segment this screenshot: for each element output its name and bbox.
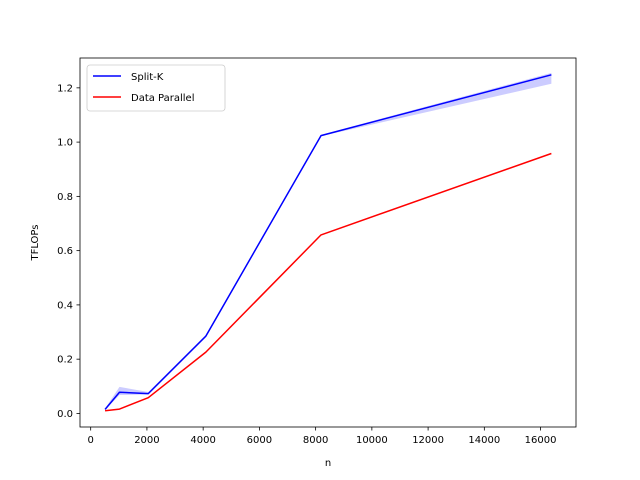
y-tick-label: 0.6 bbox=[57, 246, 73, 257]
x-axis-label: n bbox=[325, 458, 331, 469]
legend-label: Split-K bbox=[131, 72, 164, 83]
x-tick-label: 0 bbox=[87, 435, 93, 446]
legend-label: Data Parallel bbox=[131, 93, 195, 104]
plot-frame bbox=[79, 57, 577, 428]
legend-box bbox=[86, 64, 226, 112]
y-tick-label: 1.2 bbox=[57, 83, 73, 94]
y-axis-label: TFLOPs bbox=[30, 224, 41, 261]
y-axis: 0.0 0.2 0.4 0.6 0.8 1.0 1.2 bbox=[57, 83, 80, 420]
y-tick-label: 0.8 bbox=[57, 192, 73, 203]
x-tick-label: 6000 bbox=[247, 435, 272, 446]
x-tick-label: 4000 bbox=[190, 435, 215, 446]
x-tick-label: 8000 bbox=[303, 435, 328, 446]
x-tick-label: 12000 bbox=[412, 435, 444, 446]
y-tick-label: 1.0 bbox=[57, 138, 73, 149]
x-tick-label: 16000 bbox=[525, 435, 557, 446]
series-lines bbox=[104, 74, 552, 412]
line-series-0 bbox=[104, 74, 552, 410]
y-tick-label: 0.4 bbox=[57, 300, 73, 311]
line-series-1 bbox=[104, 152, 552, 412]
x-tick-label: 14000 bbox=[468, 435, 500, 446]
y-tick-label: 0.2 bbox=[57, 355, 73, 366]
x-axis: 0 2000 4000 6000 8000 10000 12000 14000 16000 bbox=[87, 427, 556, 446]
x-tick-label: 2000 bbox=[134, 435, 159, 446]
legend: Split-K Data Parallel bbox=[86, 64, 226, 112]
x-tick-label: 10000 bbox=[356, 435, 388, 446]
y-tick-label: 0.0 bbox=[57, 409, 73, 420]
